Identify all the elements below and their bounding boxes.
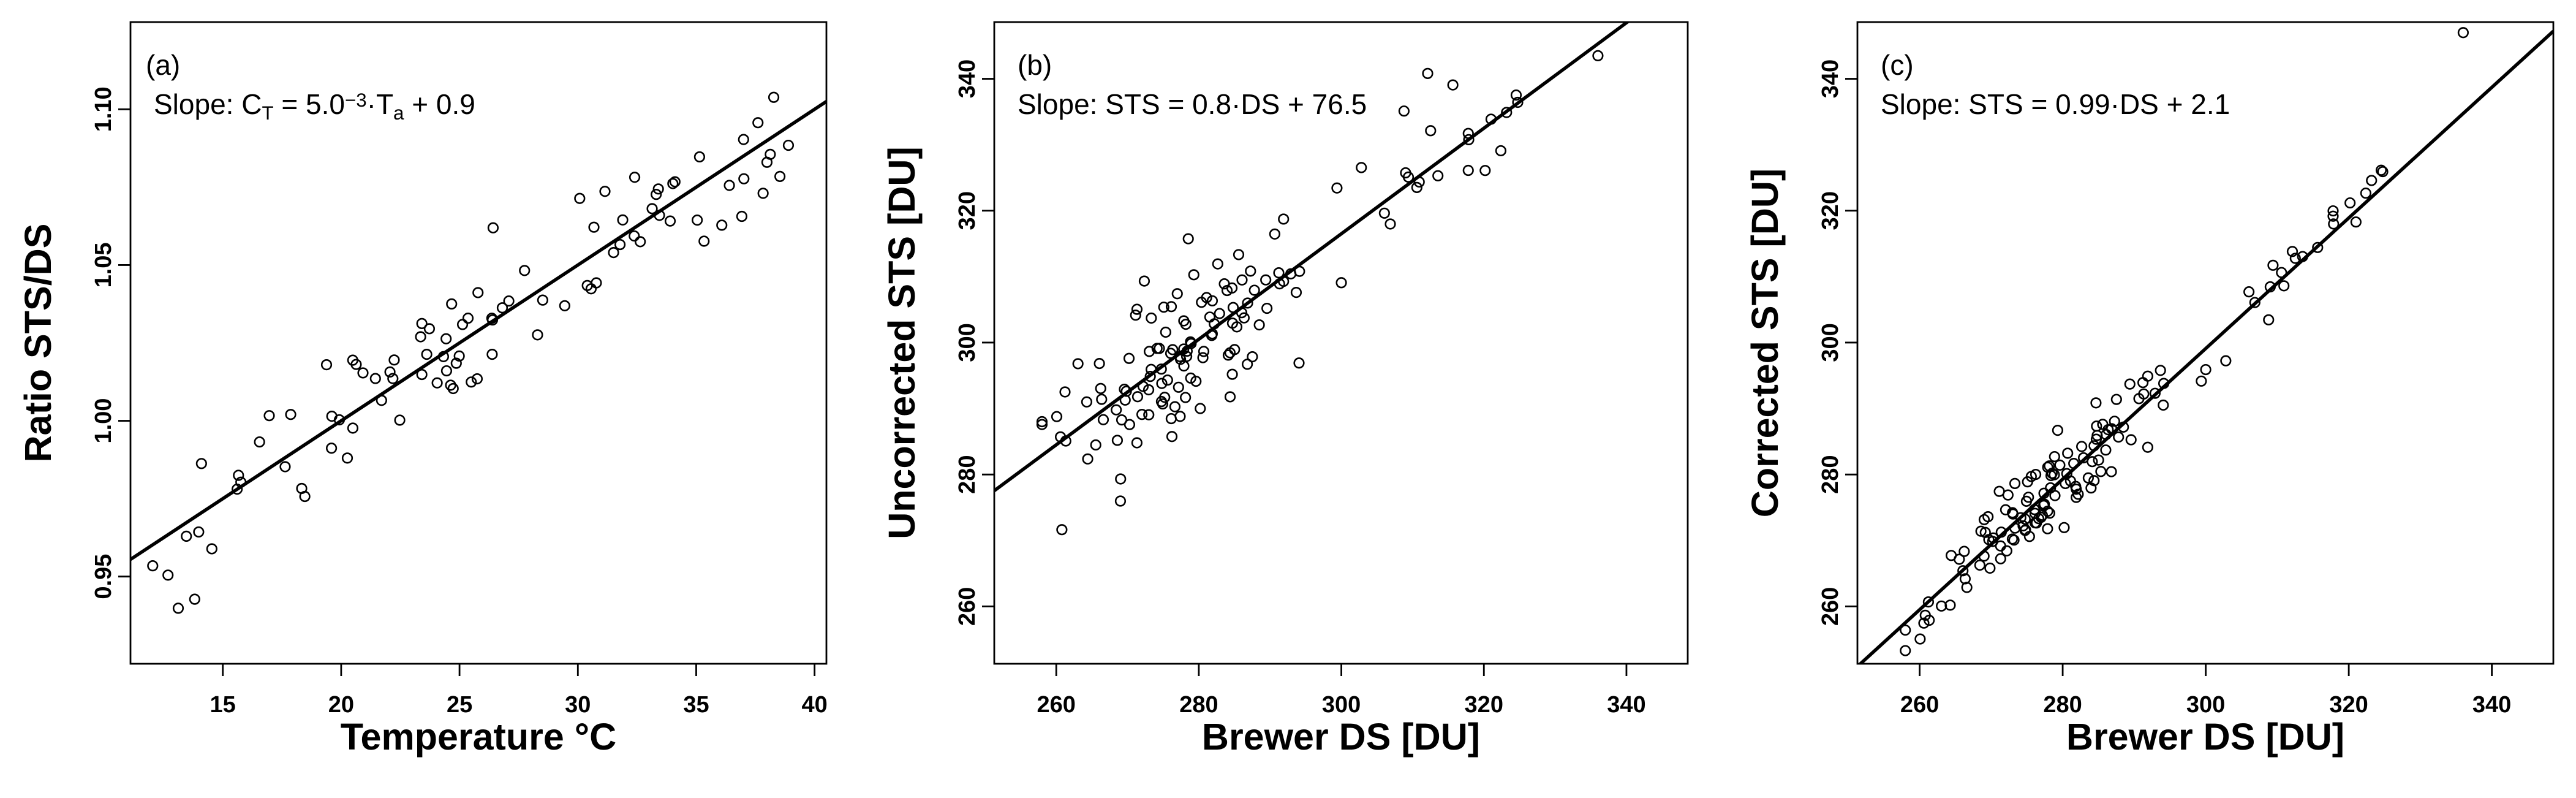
svg-text:280: 280 [1179, 692, 1218, 718]
svg-text:280: 280 [954, 455, 980, 493]
svg-text:(b): (b) [1018, 49, 1052, 81]
svg-text:300: 300 [1322, 692, 1361, 718]
svg-text:Temperature °C: Temperature °C [341, 716, 616, 758]
svg-text:260: 260 [1818, 587, 1843, 626]
svg-text:20: 20 [328, 692, 354, 718]
svg-text:320: 320 [1818, 191, 1843, 230]
svg-text:Slope: CT = 5.0−3·Ta + 0.9: Slope: CT = 5.0−3·Ta + 0.9 [154, 88, 475, 124]
svg-text:Slope: STS = 0.99·DS + 2.1: Slope: STS = 0.99·DS + 2.1 [1881, 88, 2230, 120]
svg-text:260: 260 [1900, 692, 1939, 718]
svg-text:1.05: 1.05 [91, 242, 116, 287]
svg-text:280: 280 [1818, 455, 1843, 493]
svg-text:300: 300 [954, 323, 980, 362]
svg-text:30: 30 [565, 692, 591, 718]
svg-text:1.00: 1.00 [91, 398, 116, 444]
svg-text:35: 35 [683, 692, 709, 718]
svg-text:Brewer DS [DU]: Brewer DS [DU] [1202, 716, 1480, 758]
svg-text:Uncorrected STS [DU]: Uncorrected STS [DU] [881, 146, 923, 539]
svg-text:260: 260 [954, 587, 980, 626]
svg-text:15: 15 [210, 692, 236, 718]
svg-text:280: 280 [2043, 692, 2082, 718]
svg-text:Brewer DS [DU]: Brewer DS [DU] [2066, 716, 2344, 758]
svg-text:(a): (a) [146, 49, 180, 81]
svg-text:300: 300 [2186, 692, 2225, 718]
svg-text:320: 320 [954, 191, 980, 230]
svg-text:320: 320 [1465, 692, 1503, 718]
svg-text:25: 25 [447, 692, 472, 718]
svg-text:Slope: STS = 0.8·DS + 76.5: Slope: STS = 0.8·DS + 76.5 [1018, 88, 1367, 120]
svg-text:40: 40 [802, 692, 828, 718]
svg-text:Ratio STS/DS: Ratio STS/DS [17, 224, 59, 463]
svg-text:340: 340 [954, 59, 980, 98]
svg-text:0.95: 0.95 [91, 554, 116, 599]
svg-text:340: 340 [1607, 692, 1645, 718]
svg-text:320: 320 [2329, 692, 2368, 718]
svg-text:340: 340 [1818, 59, 1843, 98]
svg-text:Corrected STS [DU]: Corrected STS [DU] [1744, 169, 1786, 517]
svg-text:260: 260 [1037, 692, 1076, 718]
svg-text:340: 340 [2472, 692, 2511, 718]
svg-text:1.10: 1.10 [91, 86, 116, 132]
svg-text:(c): (c) [1881, 49, 1914, 81]
svg-text:300: 300 [1818, 323, 1843, 362]
